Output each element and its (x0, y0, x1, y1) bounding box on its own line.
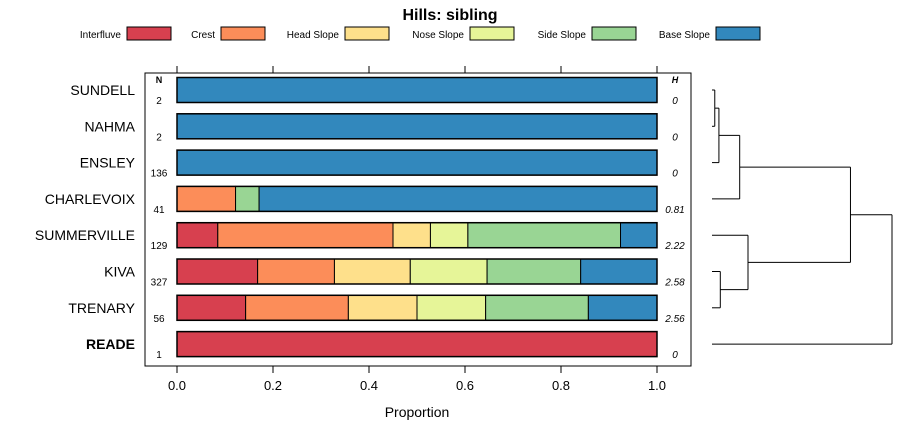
legend-label-crest: Crest (191, 30, 215, 41)
x-tick-label: 0.4 (360, 378, 378, 393)
bar-segment-base-slope (580, 258, 658, 285)
row-trenary: TRENARY 56 2.56 (68, 294, 685, 325)
bar-outline (176, 113, 658, 140)
bar-segment-head-slope (392, 222, 431, 249)
legend-swatch-head-slope (344, 26, 390, 41)
n-value: 136 (151, 169, 168, 180)
legend-label-side-slope: Side Slope (538, 30, 587, 41)
h-value: 2.22 (664, 241, 685, 252)
h-value: 2.56 (664, 314, 685, 325)
bar-segment-base-slope (258, 185, 658, 212)
n-value: 327 (151, 278, 168, 289)
bar-segment-base-slope (176, 149, 658, 176)
n-value: 129 (151, 241, 168, 252)
bar-segment-nose-slope (409, 258, 488, 285)
plot-frame (144, 72, 692, 367)
n-value: 56 (153, 314, 165, 325)
legend-swatch-crest (220, 26, 266, 41)
n-value: 2 (156, 96, 162, 107)
n-value: 2 (156, 132, 162, 143)
x-axis-label: Proportion (385, 404, 450, 420)
legend-label-base-slope: Base Slope (659, 30, 711, 41)
bar-outline (176, 294, 658, 322)
legend-swatch-interfluve (126, 26, 172, 41)
row-sundell: SUNDELL 2 0 (70, 76, 678, 107)
bar-segment-base-slope (176, 77, 658, 103)
legend-swatch-base-slope (715, 26, 761, 41)
legend-label-interfluve: Interfluve (80, 30, 122, 41)
h-column-header: H (672, 75, 679, 85)
x-axis: 0.0 0.2 0.4 0.6 0.8 1.0 (168, 366, 666, 393)
bar-segment-nose-slope (416, 294, 487, 321)
legend-swatch-nose-slope (469, 26, 515, 41)
x-tick-label: 0.6 (456, 378, 474, 393)
row-reade: READE 1 0 (86, 330, 678, 361)
bar-segment-base-slope (176, 113, 658, 140)
category-label: TRENARY (68, 300, 135, 316)
h-value: 0 (672, 96, 678, 107)
bar-segment-interfluve (176, 258, 259, 285)
bar-segment-crest (245, 294, 349, 321)
legend: Interfluve Crest Head Slope Nose Slope Side … (80, 26, 761, 41)
chart-title: Hills: sibling (402, 7, 497, 24)
row-summerville: SUMMERVILLE 129 2.22 (35, 221, 685, 252)
row-nahma: NAHMA 2 0 (84, 113, 678, 143)
bar-segment-base-slope (620, 222, 658, 249)
bar-segment-crest (217, 222, 394, 249)
category-label: CHARLEVOIX (45, 191, 136, 207)
bar-segment-interfluve (176, 294, 247, 321)
h-value: 0 (672, 169, 678, 180)
bar-segment-side-slope (486, 258, 582, 285)
top-ticks (176, 66, 658, 73)
h-value: 0 (672, 350, 678, 361)
legend-label-nose-slope: Nose Slope (412, 30, 464, 41)
category-label: KIVA (104, 264, 136, 280)
bar-outline (176, 185, 658, 213)
category-label: READE (86, 336, 135, 352)
x-tick-label: 0.2 (264, 378, 282, 393)
n-value: 1 (156, 350, 162, 361)
row-charlevoix: CHARLEVOIX 41 0.81 (45, 185, 685, 216)
bar-segment-nose-slope (429, 222, 469, 249)
category-label: SUNDELL (70, 82, 135, 98)
legend-swatch-side-slope (591, 26, 637, 41)
bar-segment-head-slope (347, 294, 418, 321)
bar-segment-interfluve (176, 331, 658, 358)
bar-segment-base-slope (587, 294, 658, 321)
bar-segment-side-slope (485, 294, 589, 321)
category-label: NAHMA (84, 118, 135, 134)
dendrogram (712, 89, 893, 345)
bar-segment-head-slope (333, 258, 411, 285)
bar-segment-side-slope (467, 222, 622, 249)
n-value: 41 (153, 205, 165, 216)
rows: SUNDELL 2 0 NAHMA 2 0 ENSLEY 136 0 CHARLEVOIX 41 0.… (35, 76, 685, 361)
bar-outline (176, 221, 658, 249)
x-tick-label: 0.8 (552, 378, 570, 393)
x-tick-label: 1.0 (648, 378, 666, 393)
bar-outline (176, 330, 658, 358)
bar-segment-crest (176, 185, 237, 212)
h-value: 0 (672, 132, 678, 143)
n-column-header: N (156, 75, 163, 85)
bar-segment-side-slope (235, 185, 260, 212)
row-kiva: KIVA 327 2.58 (104, 258, 685, 289)
legend-label-head-slope: Head Slope (287, 30, 340, 41)
x-tick-label: 0.0 (168, 378, 186, 393)
bar-outline (176, 258, 658, 285)
bar-segment-crest (257, 258, 335, 285)
bar-outline (176, 76, 658, 104)
bar-outline (176, 149, 658, 176)
category-label: ENSLEY (80, 155, 136, 171)
h-value: 2.58 (664, 278, 685, 289)
h-value: 0.81 (665, 205, 684, 216)
row-ensley: ENSLEY 136 0 (80, 149, 678, 180)
bar-segment-interfluve (176, 222, 219, 249)
category-label: SUMMERVILLE (35, 227, 135, 243)
